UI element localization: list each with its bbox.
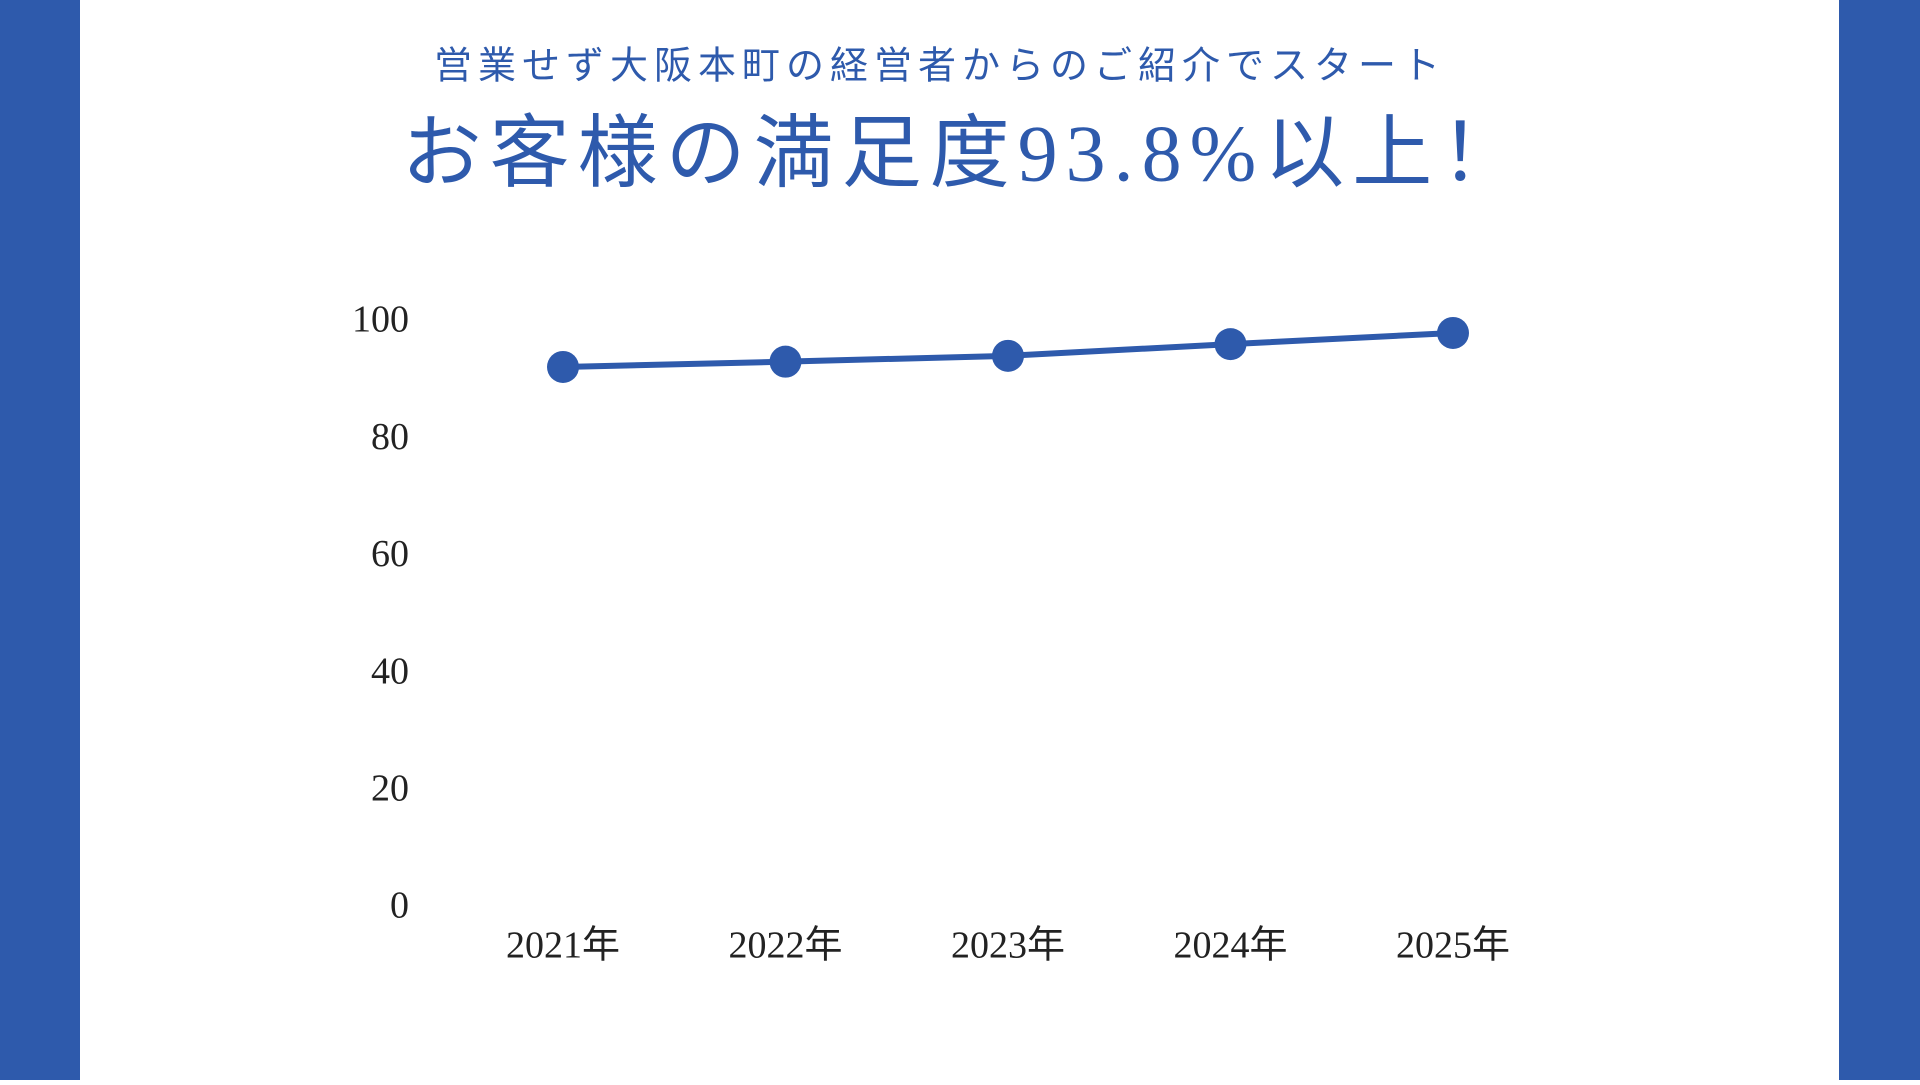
side-bar — [0, 0, 80, 1080]
chart-title: お客様の満足度93.8%以上！ — [402, 110, 1529, 198]
y-tick-label: 20 — [371, 768, 409, 810]
y-tick-label: 40 — [371, 650, 409, 692]
point — [1437, 316, 1469, 349]
point — [992, 339, 1024, 372]
x-tick-label: 2023年 — [951, 925, 1065, 967]
chart-subtitle: 営業せず大阪本町の経営者からのご紹介でスタート — [434, 46, 1446, 88]
x-tick-label: 2022年 — [728, 925, 842, 967]
point — [769, 345, 802, 378]
x-tick-label: 2021年 — [506, 925, 620, 967]
x-tick-label: 2024年 — [1173, 925, 1287, 967]
y-tick-label: 80 — [371, 416, 409, 458]
y-tick-label: 100 — [352, 299, 409, 341]
side-bar — [1839, 0, 1920, 1080]
x-tick-label: 2025年 — [1396, 925, 1510, 967]
y-tick-label: 60 — [371, 533, 409, 575]
point — [547, 350, 579, 383]
point — [1214, 328, 1247, 361]
y-tick-label: 0 — [390, 885, 409, 927]
